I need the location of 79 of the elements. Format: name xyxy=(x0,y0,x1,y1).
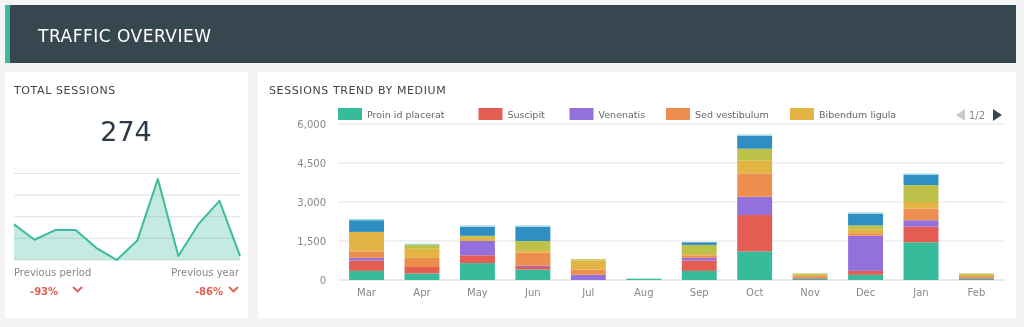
legend-label: Bibendum ligula xyxy=(819,109,897,120)
legend-label: Suscipit xyxy=(507,109,546,120)
bar xyxy=(349,231,385,252)
bar xyxy=(848,225,884,230)
bar xyxy=(404,257,440,267)
x-tick-label: Feb xyxy=(967,287,986,298)
bar xyxy=(681,242,717,245)
bar xyxy=(515,252,551,266)
bar xyxy=(681,260,717,271)
y-tick-label: 6,000 xyxy=(297,118,326,130)
bar xyxy=(903,185,939,202)
x-tick-label: Jul xyxy=(581,287,595,298)
x-tick-label: Nov xyxy=(800,287,820,298)
bar xyxy=(459,263,495,280)
bar xyxy=(459,226,495,236)
x-tick-label: Mar xyxy=(357,287,377,298)
bar xyxy=(848,229,884,234)
bar xyxy=(737,215,773,252)
bar xyxy=(349,257,385,261)
text: TRAFFIC OVERVIEW xyxy=(37,26,212,46)
y-tick-label: 0 xyxy=(319,274,326,286)
x-tick-label: May xyxy=(467,287,488,298)
chart-title: TOTAL SESSIONS xyxy=(13,84,116,97)
text: Previous period xyxy=(14,267,92,278)
x-tick-label: Aug xyxy=(634,287,654,298)
bar xyxy=(681,244,717,254)
bar xyxy=(737,251,773,280)
bar xyxy=(848,274,884,280)
legend-label: Venenatis xyxy=(598,109,646,120)
text: 274 xyxy=(100,116,152,147)
bar xyxy=(570,269,606,275)
x-tick-label: Dec xyxy=(855,287,876,298)
bar xyxy=(349,251,385,258)
bar xyxy=(570,260,606,270)
x-tick-label: Apr xyxy=(413,287,432,298)
bar xyxy=(903,226,939,243)
x-tick-label: Oct xyxy=(746,287,764,298)
text: -86% xyxy=(194,286,223,297)
bar xyxy=(349,270,385,280)
bar xyxy=(404,244,440,249)
bar xyxy=(737,160,773,174)
bar xyxy=(515,226,551,241)
bar xyxy=(515,269,551,280)
x-tick-label: Sep xyxy=(689,287,709,298)
bar xyxy=(737,196,773,215)
text: -93% xyxy=(30,286,59,297)
bar xyxy=(404,248,440,258)
bar xyxy=(459,255,495,264)
bar xyxy=(570,274,606,280)
y-tick-label: 3,000 xyxy=(297,196,326,208)
bar xyxy=(903,174,939,186)
bar xyxy=(515,241,551,251)
bar xyxy=(848,233,884,236)
bar xyxy=(848,213,884,226)
bar xyxy=(349,220,385,232)
bar xyxy=(459,241,495,256)
bar xyxy=(903,208,939,221)
x-tick-label: Jan xyxy=(912,287,929,298)
bar xyxy=(737,173,773,197)
bar xyxy=(404,273,440,280)
legend-label: Proin id placerat xyxy=(367,109,445,120)
y-tick-label: 1,500 xyxy=(297,235,326,247)
bar xyxy=(848,235,884,271)
bar xyxy=(737,148,773,161)
bar xyxy=(848,270,884,275)
bar xyxy=(681,270,717,280)
bar xyxy=(903,220,939,227)
bar xyxy=(903,202,939,209)
y-tick-label: 4,500 xyxy=(297,157,326,169)
text: 1/2 xyxy=(969,110,986,121)
bar xyxy=(515,250,551,253)
bar xyxy=(903,242,939,280)
bar xyxy=(737,135,773,149)
chart-title: SESSIONS TREND BY MEDIUM xyxy=(269,84,447,97)
bar xyxy=(349,260,385,271)
legend-label: Sed vestibulum xyxy=(695,109,769,120)
x-tick-label: Jun xyxy=(524,287,541,298)
text: Previous year xyxy=(171,267,240,278)
bar xyxy=(404,267,440,274)
